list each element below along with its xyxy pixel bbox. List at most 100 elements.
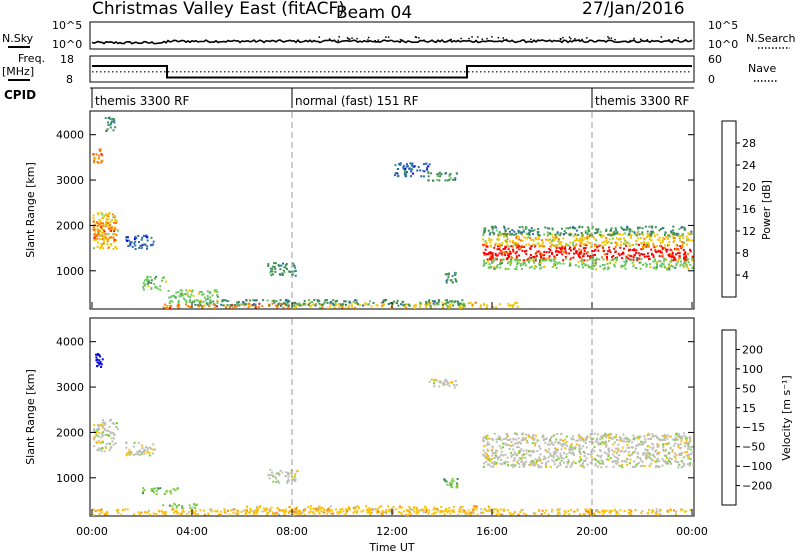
- power-cell: [655, 267, 658, 270]
- power-cell: [560, 227, 563, 230]
- velocity-cell: [252, 511, 255, 514]
- power-cell: [683, 262, 685, 265]
- velocity-cell: [388, 510, 391, 513]
- power-cell: [222, 304, 225, 307]
- velocity-cell: [382, 511, 385, 514]
- power-cell: [138, 241, 140, 243]
- power-cell: [564, 250, 567, 253]
- velocity-cell: [303, 513, 306, 516]
- velocity-cell: [530, 461, 532, 464]
- velocity-cell: [684, 437, 687, 440]
- velocity-cell: [617, 458, 620, 461]
- velocity-cell: [556, 433, 559, 435]
- freq-left-tick-top: 18: [60, 53, 74, 66]
- velocity-colorbar-tick-label: −200: [742, 480, 772, 493]
- velocity-cell: [482, 445, 485, 448]
- velocity-cell: [652, 509, 655, 512]
- velocity-cell: [108, 449, 111, 452]
- velocity-cell: [513, 459, 516, 462]
- velocity-cell: [475, 508, 478, 511]
- velocity-cell: [658, 451, 661, 454]
- velocity-cell: [547, 513, 550, 516]
- velocity-cell: [604, 442, 607, 445]
- velocity-cell: [491, 438, 494, 441]
- power-cell: [107, 215, 110, 218]
- velocity-cell: [555, 459, 558, 461]
- power-cell: [687, 261, 690, 264]
- power-cell: [607, 266, 610, 269]
- velocity-cell: [580, 458, 583, 461]
- power-cell: [336, 299, 339, 302]
- power-cell: [610, 242, 613, 245]
- power-cell: [590, 267, 593, 270]
- power-cell: [582, 243, 585, 246]
- velocity-cell: [342, 510, 345, 513]
- power-cell: [659, 259, 662, 262]
- power-cell: [626, 241, 629, 244]
- power-cell: [606, 255, 608, 258]
- power-cell: [599, 265, 602, 268]
- power-cell: [101, 234, 104, 237]
- power-cell: [496, 248, 499, 251]
- velocity-cell: [96, 449, 99, 452]
- power-cell: [556, 231, 559, 234]
- power-cell: [430, 306, 433, 309]
- power-cell: [500, 251, 503, 254]
- velocity-cell: [176, 505, 178, 508]
- velocity-cell: [504, 460, 507, 463]
- power-cell: [429, 304, 432, 307]
- power-cell: [589, 266, 592, 268]
- power-cell: [648, 225, 651, 228]
- power-cell: [311, 301, 313, 303]
- velocity-cell: [666, 437, 669, 440]
- power-cell: [314, 304, 317, 307]
- power-cell: [494, 257, 497, 260]
- velocity-cell: [392, 506, 395, 509]
- velocity-cell: [152, 487, 155, 490]
- velocity-cell: [100, 436, 103, 439]
- power-cell: [691, 257, 694, 260]
- power-cell: [584, 242, 587, 245]
- velocity-cell: [574, 462, 577, 465]
- velocity-cell: [492, 508, 495, 511]
- velocity-cell: [587, 511, 590, 514]
- velocity-cell: [210, 508, 213, 511]
- velocity-cell: [685, 454, 688, 457]
- power-colorbar-tick-label: 12: [742, 225, 756, 238]
- power-cell: [530, 227, 533, 230]
- power-cell: [554, 237, 557, 240]
- power-cell: [514, 244, 517, 247]
- velocity-cell: [498, 455, 501, 458]
- power-cell: [646, 234, 649, 237]
- power-cell: [568, 258, 571, 261]
- power-cell: [516, 261, 519, 264]
- power-cell: [111, 117, 114, 120]
- velocity-cell: [181, 510, 184, 513]
- power-cell: [525, 243, 528, 246]
- velocity-cell: [431, 513, 434, 516]
- power-cell: [400, 303, 403, 306]
- velocity-cell: [317, 507, 320, 510]
- power-cell: [399, 162, 402, 165]
- power-cell: [584, 231, 587, 234]
- power-cell: [627, 253, 630, 256]
- velocity-cell: [544, 441, 547, 444]
- power-cell: [597, 228, 600, 231]
- power-cell: [509, 250, 512, 253]
- power-cell: [178, 304, 181, 307]
- x-tick-label: 08:00: [276, 525, 308, 538]
- velocity-cell: [635, 436, 638, 439]
- power-cell: [489, 231, 492, 234]
- power-cell: [508, 255, 510, 258]
- power-cell: [320, 303, 322, 306]
- power-cell: [678, 252, 681, 255]
- power-cell: [575, 229, 578, 232]
- power-cell: [405, 303, 408, 306]
- velocity-cell: [294, 510, 297, 513]
- power-cell: [528, 257, 531, 260]
- velocity-cell: [614, 436, 617, 438]
- power-cell: [425, 302, 428, 305]
- velocity-cell: [583, 452, 586, 455]
- velocity-cell: [99, 362, 102, 365]
